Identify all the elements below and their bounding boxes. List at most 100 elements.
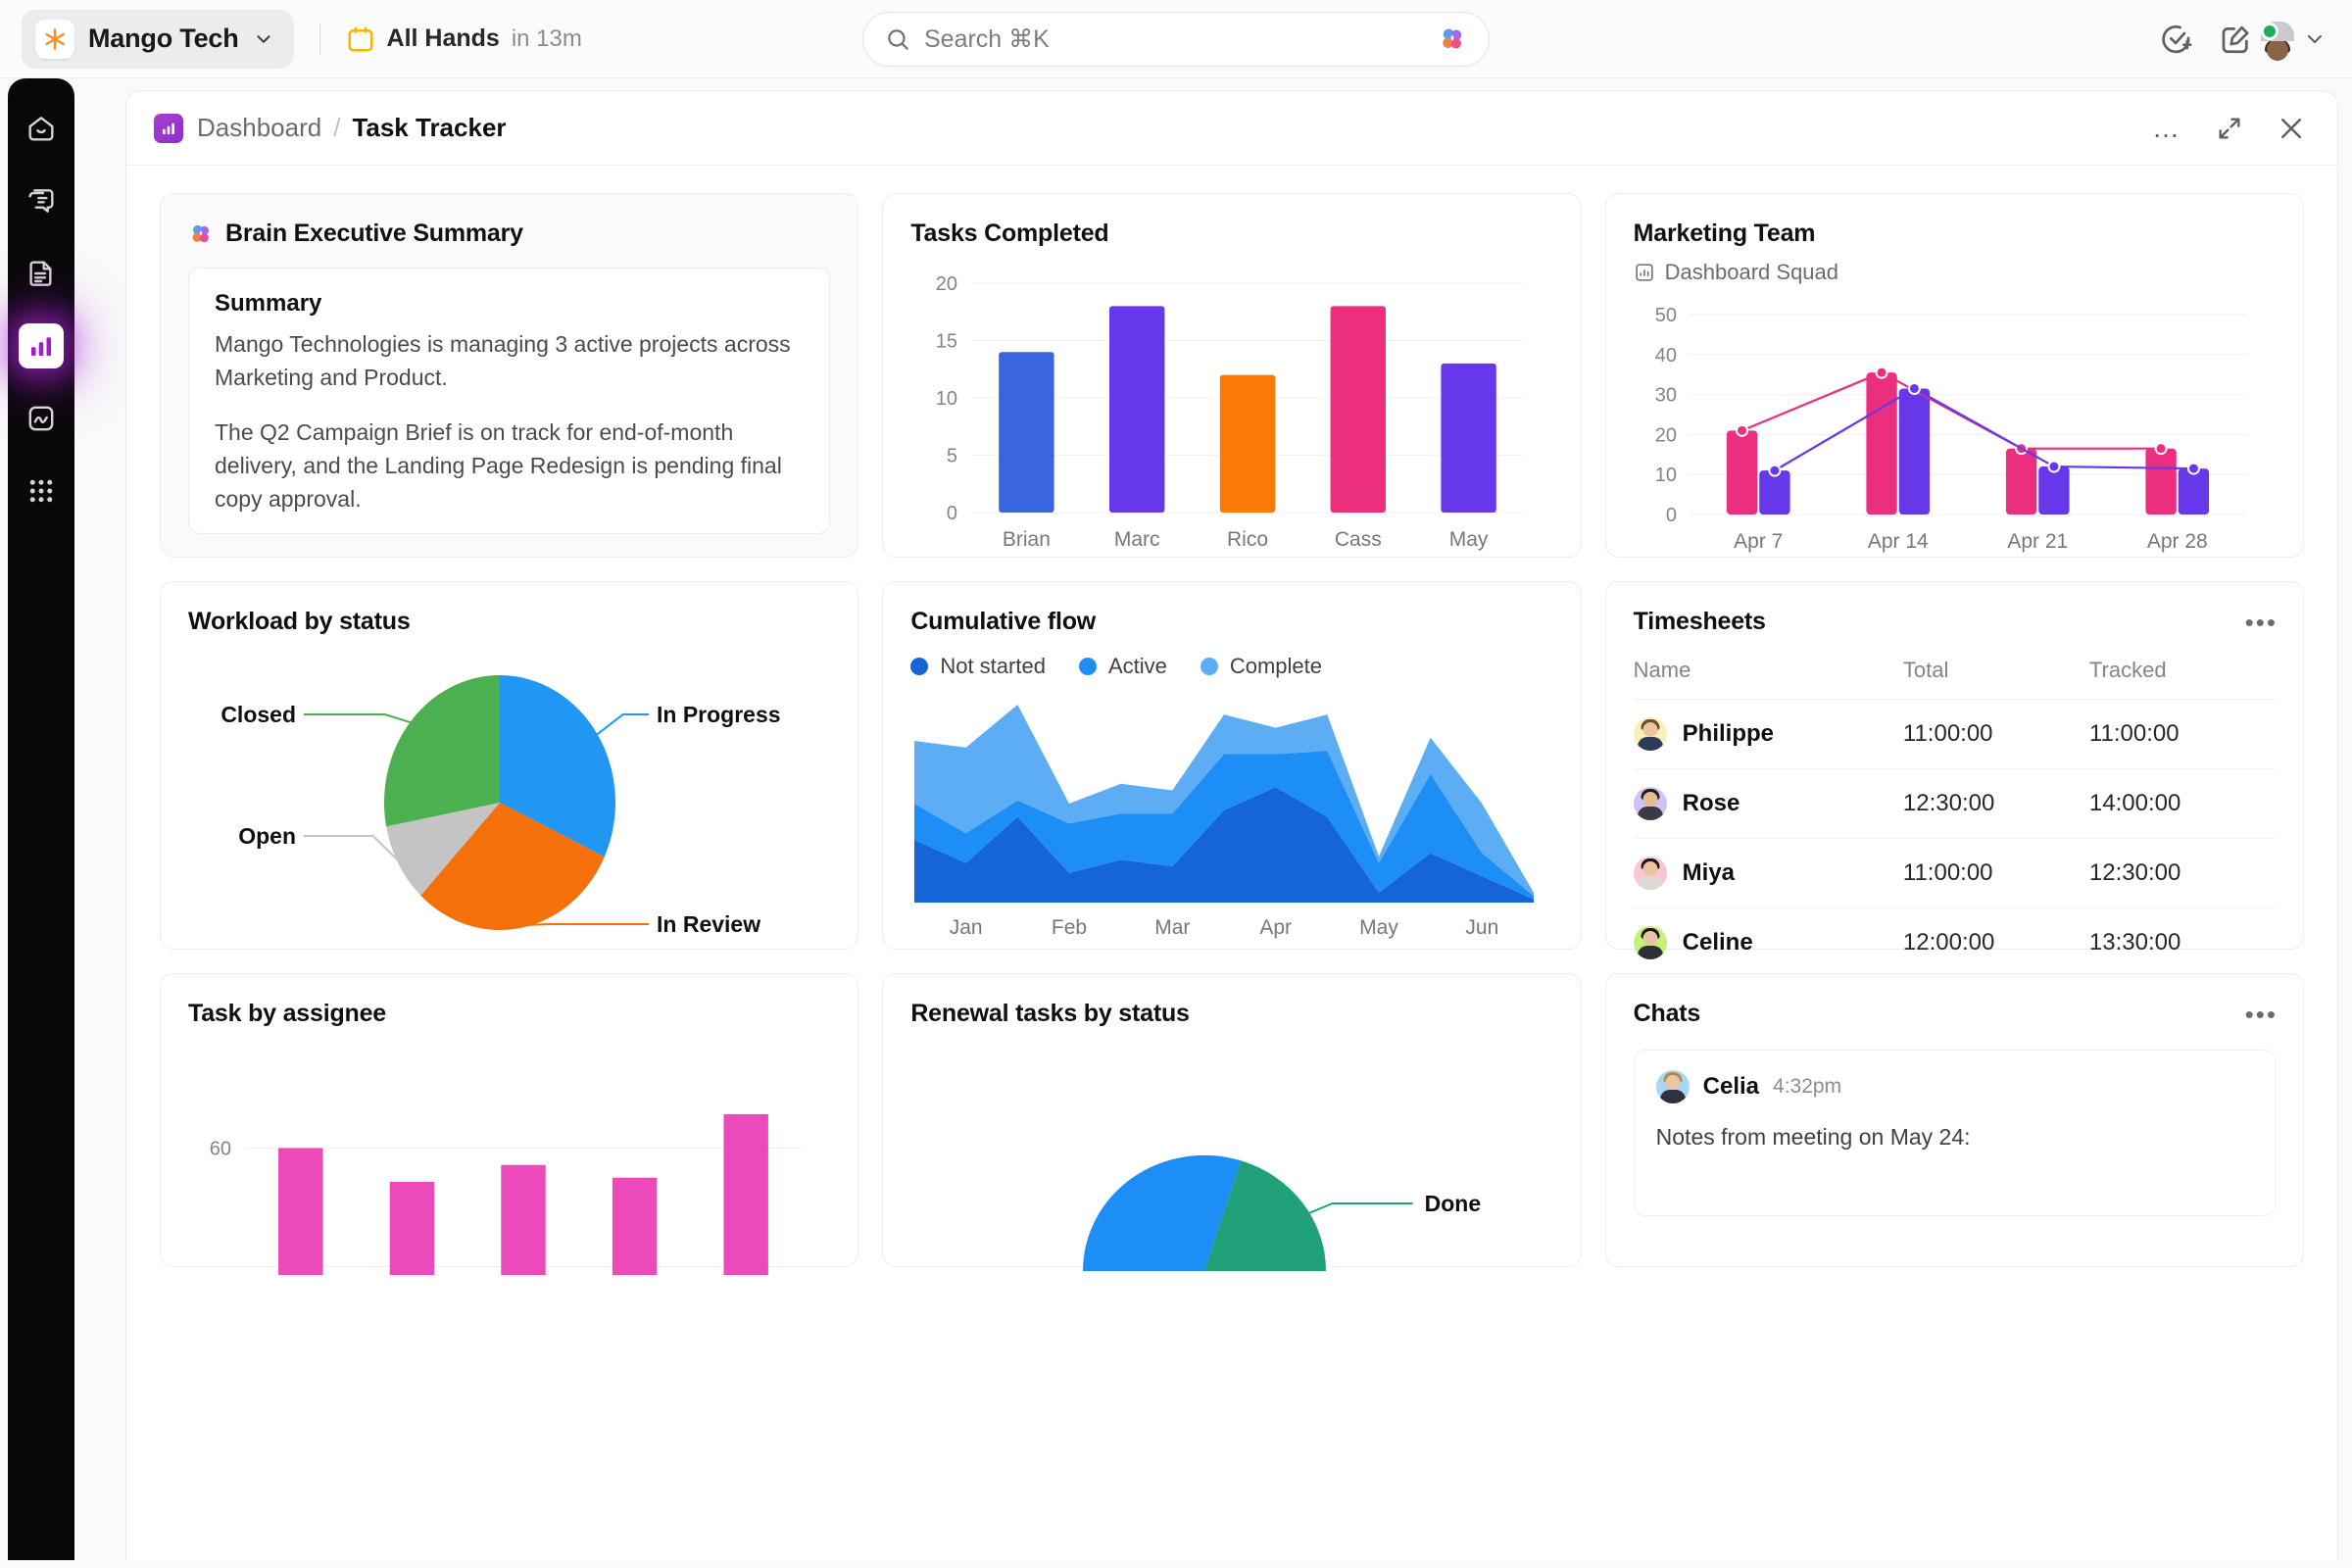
legend-label: Active <box>1107 654 1167 678</box>
svg-text:Jan: Jan <box>950 916 983 939</box>
svg-text:Feb: Feb <box>1052 916 1087 939</box>
svg-text:Apr 21: Apr 21 <box>2007 530 2068 553</box>
summary-paragraph-1: Mango Technologies is managing 3 active … <box>215 331 791 391</box>
task-by-assignee-chart: 60 <box>188 1046 830 1275</box>
legend-item-active[interactable]: Active <box>1078 654 1167 679</box>
left-rail <box>8 78 74 1560</box>
avatar <box>1633 717 1667 751</box>
column-header-name: Name <box>1633 658 1691 682</box>
tasks-completed-chart: 0 5 10 15 20 Brian Marc Rico Cass May <box>910 266 1552 560</box>
timesheet-name: Celine <box>1682 929 1753 956</box>
sidebar-item-home[interactable] <box>19 106 64 151</box>
timesheet-name: Philippe <box>1682 720 1774 747</box>
timesheet-tracked: 11:00:00 <box>2088 720 2180 747</box>
more-horizontal-icon[interactable]: ••• <box>2244 608 2278 637</box>
table-header-row: Name Total Tracked <box>1633 658 2276 700</box>
svg-text:30: 30 <box>1654 385 1676 407</box>
renewal-tasks-chart: Done <box>910 1046 1552 1275</box>
brain-sparkle-icon <box>188 221 214 247</box>
marketing-team-chart: 0 10 20 30 40 50 Apr 7 Apr 14 Apr 21 Apr 28 <box>1634 303 2276 560</box>
sidebar-item-dashboards[interactable] <box>19 323 64 368</box>
svg-text:0: 0 <box>947 503 957 524</box>
card-brain-executive-summary[interactable]: Brain Executive Summary Summary Mango Te… <box>160 193 859 558</box>
global-search[interactable]: Search ⌘K <box>862 12 1490 67</box>
more-horizontal-icon[interactable]: ••• <box>2244 1000 2278 1029</box>
svg-text:40: 40 <box>1654 345 1676 367</box>
card-subtitle-text: Dashboard Squad <box>1664 260 1839 284</box>
sidebar-item-docs[interactable] <box>19 251 64 296</box>
brain-summary-body: Summary Mango Technologies is managing 3… <box>188 268 831 534</box>
card-title-text: Brain Executive Summary <box>225 220 523 247</box>
svg-text:May: May <box>1359 916 1398 939</box>
svg-text:Rico: Rico <box>1227 528 1268 551</box>
brain-sparkle-icon[interactable] <box>1438 24 1467 54</box>
card-renewal-tasks-by-status[interactable]: Renewal tasks by status Done <box>882 973 1582 1271</box>
svg-text:Closed: Closed <box>220 702 296 727</box>
table-row[interactable]: Philippe 11:00:00 11:00:00 <box>1633 700 2276 769</box>
card-marketing-team[interactable]: Marketing Team Dashboard Squad 0 10 20 30 40… <box>1604 193 2304 560</box>
chevron-down-icon[interactable] <box>253 28 274 50</box>
legend-item-not-started[interactable]: Not started <box>910 654 1046 679</box>
svg-text:Marc: Marc <box>1114 528 1160 551</box>
svg-text:Apr: Apr <box>1260 916 1293 939</box>
sidebar-item-apps[interactable] <box>19 468 64 514</box>
table-row[interactable]: Rose 12:30:00 14:00:00 <box>1633 769 2276 839</box>
list-item[interactable]: Celia 4:32pm Notes from meeting on May 2… <box>1633 1050 2276 1216</box>
status-badge <box>2261 23 2278 40</box>
close-icon[interactable] <box>2277 114 2306 143</box>
legend-item-complete[interactable]: Complete <box>1200 654 1322 679</box>
cumulative-flow-chart: Jan Feb Mar Apr May Jun <box>910 697 1552 944</box>
svg-text:Done: Done <box>1425 1191 1482 1216</box>
timesheet-name: Rose <box>1682 790 1740 816</box>
chevron-down-icon[interactable] <box>2303 27 2327 51</box>
edit-square-icon[interactable] <box>2219 23 2252 56</box>
meeting-label: All Hands <box>386 24 500 52</box>
expand-icon[interactable] <box>2216 115 2243 142</box>
timesheet-total: 11:00:00 <box>1902 720 1993 747</box>
card-cumulative-flow[interactable]: Cumulative flow Not started Active Compl… <box>882 581 1582 950</box>
search-icon <box>885 26 910 52</box>
panel-more-button[interactable]: … <box>2152 112 2182 143</box>
card-chats[interactable]: Chats ••• Celia 4:32pm Notes from meetin… <box>1604 973 2304 1267</box>
breadcrumb-root[interactable]: Dashboard <box>197 113 322 142</box>
column-header-total: Total <box>1902 658 1949 682</box>
timesheet-name: Miya <box>1682 859 1736 886</box>
svg-text:10: 10 <box>936 388 957 410</box>
card-title-text: Task by assignee <box>188 1000 387 1027</box>
card-workload-by-status[interactable]: Workload by status In Progress In Review O… <box>160 581 859 950</box>
check-circle-plus-icon[interactable] <box>2160 23 2193 56</box>
table-row[interactable]: Celine 12:00:00 13:30:00 <box>1633 908 2276 978</box>
legend-swatch <box>1078 658 1097 675</box>
legend-swatch <box>910 658 929 675</box>
svg-text:Apr 7: Apr 7 <box>1734 530 1783 553</box>
card-task-by-assignee[interactable]: Task by assignee 60 <box>160 973 859 1275</box>
workspace-switcher[interactable]: Mango Tech <box>22 9 294 69</box>
search-input[interactable]: Search ⌘K <box>924 25 1050 53</box>
timesheets-table: Name Total Tracked Philippe 11:00:00 11:00… <box>1633 658 2276 978</box>
svg-text:Open: Open <box>238 823 296 849</box>
avatar <box>1633 787 1667 820</box>
svg-text:Jun: Jun <box>1466 916 1499 939</box>
summary-paragraph-2: The Q2 Campaign Brief is on track for en… <box>215 419 782 513</box>
sidebar-item-whiteboard[interactable] <box>19 396 64 441</box>
card-timesheets[interactable]: Timesheets ••• Name Total Tracked Philip… <box>1604 581 2304 978</box>
svg-text:Cass: Cass <box>1335 528 1382 551</box>
svg-text:May: May <box>1449 528 1489 551</box>
workspace-name: Mango Tech <box>88 24 239 53</box>
meeting-time: in 13m <box>511 24 582 52</box>
sidebar-item-chat[interactable] <box>19 178 64 223</box>
timesheet-total: 12:00:00 <box>1902 929 1995 956</box>
timesheet-total: 11:00:00 <box>1902 859 1993 886</box>
panel-header: Dashboard / Task Tracker … <box>126 91 2337 166</box>
chat-author: Celia <box>1702 1073 1760 1100</box>
svg-text:15: 15 <box>936 331 957 353</box>
table-row[interactable]: Miya 11:00:00 12:30:00 <box>1633 839 2276 908</box>
svg-text:0: 0 <box>1666 505 1677 526</box>
workload-pie-chart: In Progress In Review Open Closed <box>188 654 830 959</box>
calendar-icon <box>346 24 375 54</box>
svg-text:Brian: Brian <box>1003 528 1051 551</box>
upcoming-meeting[interactable]: All Hands in 13m <box>346 24 582 54</box>
chat-message-text: Notes from meeting on May 24: <box>1655 1124 1971 1150</box>
svg-text:Apr 28: Apr 28 <box>2146 530 2207 553</box>
card-tasks-completed[interactable]: Tasks Completed 0 5 10 15 20 Brian Marc Rico Cas… <box>882 193 1582 560</box>
